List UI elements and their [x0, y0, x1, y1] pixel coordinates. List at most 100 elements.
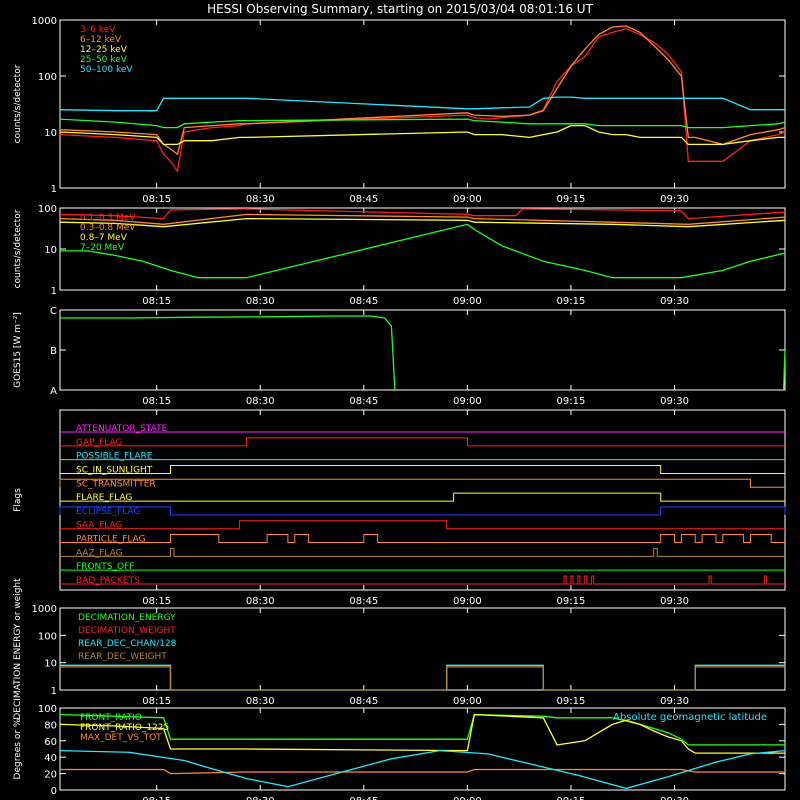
flag-label: BAD_PACKETS: [76, 576, 140, 586]
x-tick-label: 09:00: [453, 796, 482, 800]
flag-trace: [59, 506, 786, 516]
panel-1: 08:15 08:30 08:45 09:00 09:15 09:30 1 10 100 1000…: [13, 16, 786, 205]
flag-label: SAA_FLAG: [76, 521, 122, 531]
x-tick-label: 08:30: [246, 194, 275, 205]
x-tick-label: 08:15: [142, 696, 171, 707]
x-tick-label: 09:15: [557, 296, 586, 307]
y-tick-label: 1: [51, 686, 57, 697]
y-tick-label: 10: [44, 245, 57, 256]
legend-entry: 7–20 MeV: [80, 243, 125, 253]
legend-entry: FRONT_RATIO: [80, 713, 142, 723]
series-line: [59, 208, 786, 220]
y-tick-label: 0: [51, 786, 57, 797]
series-line: [59, 28, 786, 173]
y-tick-label: 1000: [32, 604, 57, 615]
y-tick-label: 1: [51, 286, 57, 297]
x-tick-label: 08:45: [349, 696, 378, 707]
panel-3: 08:15 08:30 08:45 09:00 09:15 09:30 A B C GOES15 …: [13, 306, 786, 407]
flag-trace: [60, 492, 785, 502]
y-tick-label: 20: [44, 770, 57, 781]
y-axis-label: counts/s/detector: [13, 64, 23, 143]
x-tick-label: 08:30: [246, 796, 275, 800]
x-tick-label: 09:15: [557, 596, 586, 607]
y-tick-label: 100: [38, 204, 57, 215]
series-line: [59, 25, 786, 156]
x-tick-label: 08:15: [142, 194, 171, 205]
flag-trace: [60, 534, 785, 544]
legend-entry: 12–25 keV: [80, 45, 128, 55]
series-line: [59, 96, 785, 112]
panel-frame: [59, 309, 786, 391]
y-tick-label: B: [50, 346, 57, 357]
x-tick-label: 09:15: [557, 696, 586, 707]
x-tick-label: 09:30: [660, 296, 689, 307]
y-tick-label: 10: [44, 128, 57, 139]
series-line: [59, 749, 786, 790]
x-tick-label: 08:30: [246, 696, 275, 707]
panel-frame: [59, 707, 786, 791]
x-tick-label: 08:45: [349, 194, 378, 205]
series-line: [60, 664, 785, 691]
series-line: [59, 213, 786, 225]
y-tick-label: C: [50, 306, 57, 317]
panel-6: 08:15 08:30 08:45 09:00 09:15 09:30 0 20 40 60 80 1…: [13, 704, 786, 800]
x-tick-label: 09:00: [453, 596, 482, 607]
y-axis-label: counts/s/detector: [13, 209, 23, 288]
flag-label: FLARE_FLAG: [76, 493, 132, 503]
y-tick-label: 10: [44, 659, 57, 670]
series-line: [59, 713, 785, 754]
y-axis-label: DECIMATION ENERGY or weight: [13, 578, 23, 720]
series-line: [59, 124, 785, 146]
x-tick-label: 09:30: [660, 796, 689, 800]
legend-entry: 0.8–7 MeV: [80, 233, 128, 243]
flag-trace: [60, 575, 785, 585]
x-tick-label: 08:30: [246, 396, 275, 407]
x-tick-label: 08:45: [349, 796, 378, 800]
flag-label: AAZ_FLAG: [76, 548, 123, 558]
flag-trace: [60, 547, 785, 557]
legend-entry: FRONT_RATIO_1225: [80, 723, 169, 733]
legend-entry: REAR_DEC_CHAN/128: [78, 639, 177, 649]
x-tick-label: 09:30: [660, 194, 689, 205]
panel-frame: [59, 19, 786, 189]
x-tick-label: 09:00: [453, 194, 482, 205]
flag-label: ECLIPSE_FLAG: [76, 507, 140, 517]
legend-entry: 6–12 keV: [80, 35, 122, 45]
flag-label: ATTENUATOR_STATE: [76, 424, 168, 434]
y-tick-label: 60: [44, 737, 57, 748]
panel-4: 08:15 08:30 08:45 09:00 09:15 09:30 Flags ATTEN…: [13, 409, 786, 607]
legend-entry: 0.3–0.8 MeV: [80, 223, 136, 233]
x-tick-label: 09:15: [557, 194, 586, 205]
y-axis-label: Flags: [13, 488, 23, 512]
panel-5: 08:15 08:30 08:45 09:00 09:15 09:301101001000…: [13, 578, 786, 720]
series-line: [60, 768, 785, 775]
y-tick-label: 1000: [32, 16, 57, 27]
figure-title: HESSI Observing Summary, starting on 201…: [207, 2, 593, 16]
y-tick-label: 100: [38, 704, 57, 715]
x-tick-label: 08:30: [246, 596, 275, 607]
legend-entry: 3–6 keV: [80, 25, 116, 35]
series-line: [59, 713, 785, 746]
legend-entry: 50–100 keV: [80, 65, 133, 75]
y-tick-label: 100: [38, 631, 57, 642]
x-tick-label: 09:00: [453, 296, 482, 307]
flag-trace: [60, 520, 785, 530]
annotation-label: Absolute geomagnetic latitude: [613, 712, 767, 723]
legend-entry: REAR_DEC_WEIGHT: [78, 652, 167, 662]
x-tick-label: 09:30: [660, 696, 689, 707]
series-line: [60, 666, 785, 691]
x-tick-label: 08:45: [349, 296, 378, 307]
legend-entry: 25–50 keV: [80, 55, 128, 65]
flag-trace: [59, 478, 785, 488]
x-tick-label: 08:15: [142, 596, 171, 607]
x-tick-label: 09:15: [557, 796, 586, 800]
x-tick-label: 09:15: [557, 396, 586, 407]
panel-2: 08:15 08:30 08:45 09:00 09:15 09:30 1 10 100 coun…: [13, 204, 786, 307]
x-tick-label: 08:15: [142, 296, 171, 307]
flag-label: SC_IN_SUNLIGHT: [76, 465, 153, 475]
legend-entry: MAX_DET_VS_TOT: [80, 733, 162, 743]
series-line: [782, 349, 786, 391]
x-tick-label: 09:00: [453, 396, 482, 407]
x-tick-label: 08:45: [349, 396, 378, 407]
